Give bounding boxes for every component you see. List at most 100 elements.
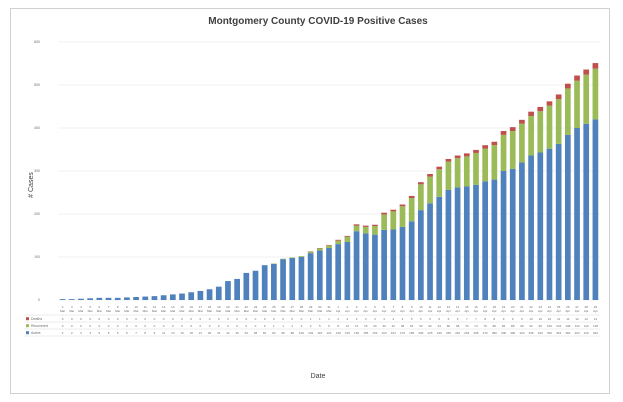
- x-tick-label: 3: [356, 305, 358, 309]
- table-cell: 31: [217, 331, 221, 335]
- x-tick-label: 2: [347, 305, 349, 309]
- x-tick-label-month: Apr: [566, 309, 571, 313]
- table-cell: 0: [62, 324, 64, 328]
- x-tick-label: 21: [520, 305, 524, 309]
- table-cell: 209: [418, 331, 423, 335]
- table-cell: 62: [428, 324, 432, 328]
- bar-recovered: [298, 256, 305, 257]
- bar-recovered: [362, 226, 369, 234]
- table-cell: 5: [117, 331, 119, 335]
- table-cell: 0: [163, 317, 165, 321]
- x-tick-label: 16: [474, 305, 478, 309]
- table-cell: 9: [154, 331, 156, 335]
- table-cell: 7: [135, 331, 137, 335]
- bar-deaths: [583, 69, 590, 75]
- x-tick-label: 24: [548, 305, 552, 309]
- table-cell: 0: [62, 317, 64, 321]
- bar-active: [133, 296, 139, 300]
- table-cell: 11: [557, 317, 560, 321]
- table-cell: 7: [466, 317, 468, 321]
- table-cell: 81: [263, 331, 267, 335]
- table-cell: 0: [236, 317, 238, 321]
- table-cell: 96: [539, 324, 543, 328]
- bar-recovered: [473, 152, 479, 185]
- table-cell: 0: [236, 324, 238, 328]
- bar-active: [500, 171, 507, 300]
- bar-recovered: [454, 158, 461, 188]
- x-tick-label-month: Mar: [326, 309, 331, 313]
- x-tick-label-month: Mar: [124, 309, 129, 313]
- bar-series: [59, 63, 599, 301]
- table-cell: 2: [337, 317, 339, 321]
- bar-active: [215, 286, 222, 300]
- bar-active: [546, 148, 553, 300]
- table-cell: 109: [308, 331, 313, 335]
- table-cell: 4: [383, 317, 385, 321]
- bar-deaths: [372, 224, 378, 227]
- table-cell: 88: [511, 324, 515, 328]
- table-cell: 9: [521, 317, 523, 321]
- table-cell: 8: [144, 331, 146, 335]
- table-cell: 49: [235, 331, 239, 335]
- x-tick-label: 27: [291, 305, 295, 309]
- bar-deaths: [463, 153, 470, 157]
- bar-active: [307, 253, 314, 300]
- x-tick-label: 20: [511, 305, 515, 309]
- x-tick-label: 29: [594, 305, 598, 309]
- table-cell: 6: [438, 317, 440, 321]
- bar-active: [463, 186, 470, 300]
- bar-deaths: [537, 106, 544, 112]
- table-cell: 264: [464, 331, 469, 335]
- table-cell: 68: [456, 324, 460, 328]
- table-cell: 121: [326, 331, 331, 335]
- x-tick-label-month: Mar: [253, 309, 258, 313]
- table-cell: 0: [71, 317, 73, 321]
- bar-deaths: [473, 149, 479, 153]
- table-cell: 0: [71, 324, 73, 328]
- x-tick-label-month: Mar: [198, 309, 203, 313]
- x-tick-label-month: Mar: [308, 309, 313, 313]
- table-cell: 352: [547, 331, 552, 335]
- bar-recovered: [381, 214, 387, 230]
- bar-active: [427, 203, 433, 300]
- table-cell: 84: [272, 331, 276, 335]
- table-cell: 70: [465, 324, 469, 328]
- table-cell: 0: [245, 317, 247, 321]
- bar-active: [353, 231, 360, 300]
- table-cell: 66: [447, 324, 451, 328]
- table-cell: 5: [411, 317, 413, 321]
- bar-active: [160, 295, 167, 300]
- bar-active: [555, 143, 562, 300]
- bar-active: [528, 155, 534, 300]
- table-cell: 12: [575, 317, 579, 321]
- bar-recovered: [408, 198, 415, 222]
- bar-active: [399, 226, 406, 300]
- table-cell: 90: [520, 324, 524, 328]
- bar-recovered: [482, 148, 489, 182]
- table-cell: 6: [429, 317, 431, 321]
- table-cell: 8: [484, 317, 486, 321]
- bar-recovered: [445, 161, 452, 190]
- x-tick-label-month: Apr: [391, 309, 396, 313]
- bar-deaths: [445, 158, 452, 162]
- table-cell: 104: [556, 324, 561, 328]
- x-tick-label-month: Apr: [483, 309, 488, 313]
- chart-area-border: [10, 8, 610, 394]
- x-tick-label-month: Mar: [280, 309, 285, 313]
- x-tick-label: 14: [171, 305, 175, 309]
- bar-active: [114, 297, 121, 300]
- bar-deaths: [509, 127, 516, 132]
- bar-deaths: [555, 94, 562, 100]
- table-cell: 0: [218, 317, 220, 321]
- table-cell: 163: [382, 331, 387, 335]
- table-cell: 13: [171, 331, 175, 335]
- x-tick-label-month: Apr: [556, 309, 561, 313]
- x-tick-label-month: Apr: [492, 309, 497, 313]
- bar-deaths: [418, 182, 424, 185]
- x-tick-label: 6: [383, 305, 385, 309]
- bar-active: [583, 123, 590, 300]
- bar-active: [335, 244, 342, 300]
- bar-recovered: [546, 105, 553, 149]
- table-cell: 0: [227, 317, 229, 321]
- table-cell: 1: [328, 317, 330, 321]
